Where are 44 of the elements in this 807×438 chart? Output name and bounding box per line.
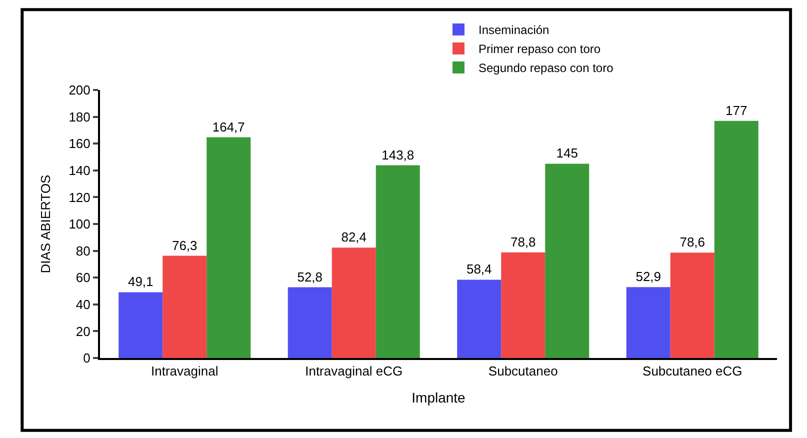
- legend-label: Inseminación: [478, 23, 550, 38]
- data-label: 82,4: [341, 230, 367, 245]
- y-tick-label: 40: [76, 296, 90, 312]
- y-axis-title: DIAS ABIERTOS: [38, 174, 54, 274]
- bar: [288, 287, 332, 358]
- x-tick-label: Intravaginal: [151, 364, 218, 379]
- data-label: 78,6: [680, 234, 706, 250]
- data-label: 52,9: [636, 269, 662, 284]
- bar: [332, 248, 376, 358]
- data-label: 76,3: [172, 238, 198, 253]
- legend-label: Segundo repaso con toro: [478, 61, 614, 76]
- data-label: 78,8: [510, 234, 536, 250]
- x-tick-label: Subcutaneo: [488, 364, 558, 379]
- y-tick-label: 160: [68, 136, 90, 152]
- data-label: 52,8: [297, 269, 323, 284]
- data-label: 145: [556, 146, 578, 161]
- y-tick-label: 20: [76, 324, 90, 339]
- y-tick-label: 120: [68, 190, 90, 205]
- data-label: 143,8: [382, 147, 414, 162]
- y-tick-label: 100: [68, 216, 90, 232]
- bar: [457, 280, 502, 358]
- x-tick-label: Subcutaneo eCG: [642, 364, 742, 379]
- y-tick-label: 180: [68, 109, 90, 124]
- data-label: 164,7: [212, 119, 245, 134]
- bar: [545, 164, 590, 358]
- bar: [376, 165, 420, 358]
- y-tick-label: 200: [68, 82, 90, 98]
- x-axis-title: Implante: [412, 389, 466, 406]
- data-label: 49,1: [128, 274, 154, 290]
- bar: [206, 137, 251, 358]
- y-tick-label: 60: [76, 270, 90, 286]
- bar: [501, 252, 546, 358]
- data-label: 177: [726, 102, 748, 118]
- bar: [118, 292, 163, 358]
- bar: [714, 120, 758, 358]
- y-tick-label: 140: [68, 162, 90, 178]
- data-label: 58,4: [466, 262, 492, 277]
- x-tick-label: Intravaginal eCG: [305, 364, 403, 379]
- bar: [162, 256, 207, 358]
- bar: [670, 252, 714, 358]
- y-tick-label: 80: [76, 243, 90, 258]
- legend-label: Primer repaso con toro: [478, 42, 601, 56]
- bar: [626, 287, 670, 358]
- y-tick-label: 0: [83, 350, 90, 366]
